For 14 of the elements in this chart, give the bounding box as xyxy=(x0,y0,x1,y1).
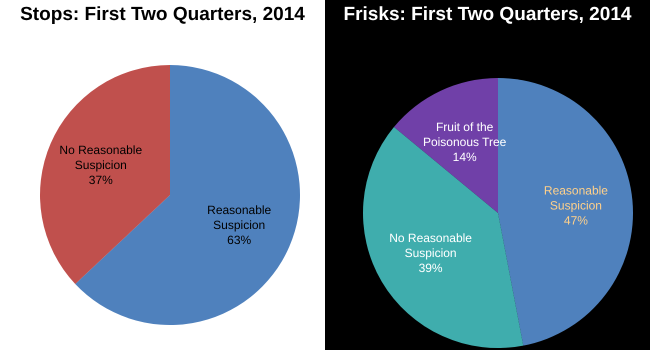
pie-slice xyxy=(40,65,170,284)
slice-label: No Reasonable Suspicion xyxy=(389,230,472,260)
slice-label: No Reasonable Suspicion xyxy=(59,143,142,172)
data-label: 39% xyxy=(418,260,443,275)
slice-label: Reasonable Suspicion xyxy=(544,184,608,213)
data-label: 37% xyxy=(88,173,114,188)
chart-title: Stops: First Two Quarters, 2014 xyxy=(19,4,306,26)
pie-slice xyxy=(75,65,300,325)
data-label: 63% xyxy=(227,232,252,247)
slice-label: Fruit of the Poisonous Tree xyxy=(422,120,507,150)
chart-title: Frisks: First Two Quarters, 2014 xyxy=(342,4,632,26)
data-label: 14% xyxy=(452,150,477,164)
slice-label: Reasonable Suspicion xyxy=(207,202,272,232)
data-label: 47% xyxy=(564,214,588,228)
